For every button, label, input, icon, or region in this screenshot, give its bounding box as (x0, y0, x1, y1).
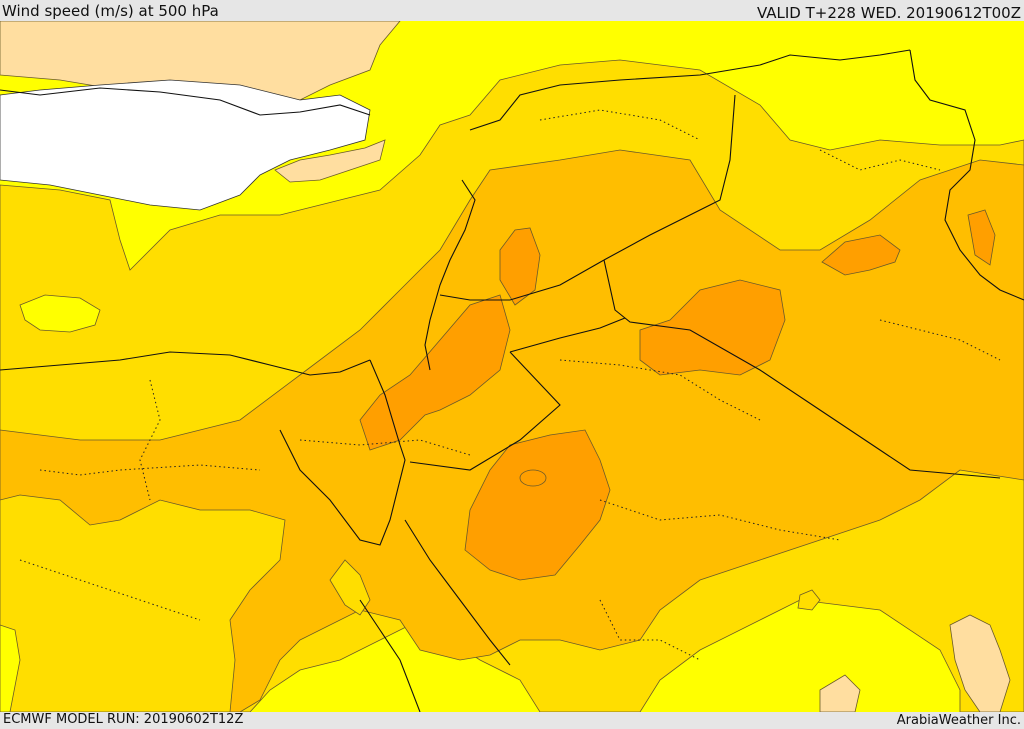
admin-boundary-7 (539, 109, 701, 141)
coastline-north-africa (0, 351, 371, 376)
mediterranean-sea-north (0, 79, 371, 211)
border-turkey-syria (469, 49, 911, 131)
map-title: Wind speed (m/s) at 500 hPa (2, 2, 219, 20)
field-level-2-lower-left (0, 624, 21, 712)
border-jordan-iraq (603, 259, 1001, 479)
field-level-1-southeast-2 (819, 674, 861, 712)
admin-boundary-1 (139, 379, 161, 501)
admin-boundary-10 (19, 559, 201, 621)
credit-text: ArabiaWeather Inc. (896, 713, 1021, 728)
admin-boundary-6 (879, 319, 1001, 361)
map-canvas (0, 21, 1024, 712)
border-red-sea-east (404, 519, 511, 666)
border-egypt-sudan (359, 599, 421, 712)
field-level-5-iraq (821, 234, 901, 276)
header-bar: Wind speed (m/s) at 500 hPa VALID T+228 … (0, 0, 1024, 22)
field-level-5-levant (359, 294, 511, 451)
field-level-3-inner-2 (329, 559, 371, 616)
border-syria-iraq (603, 94, 736, 261)
field-level-5-core (519, 469, 547, 487)
field-level-5-east (639, 279, 786, 376)
coastline-turkey (0, 87, 371, 116)
field-level-1-cyprus (274, 139, 386, 183)
field-level-3-inner-1 (797, 589, 821, 611)
field-level-2-west (19, 294, 101, 333)
wind-speed-map[interactable] (0, 21, 1024, 712)
border-levant-coast (424, 179, 476, 371)
field-level-5-south (464, 429, 611, 581)
border-iran-iraq (909, 49, 1024, 301)
field-level-1-southeast (949, 614, 1011, 712)
border-sinai (279, 359, 406, 546)
admin-boundary-2 (39, 464, 261, 476)
border-syria-jordan (439, 259, 605, 301)
footer-bar: ECMWF MODEL RUN: 20190602T12Z ArabiaWeat… (0, 712, 1024, 729)
valid-time: VALID T+228 WED. 20190612T00Z (756, 4, 1021, 22)
field-level-5-iran (967, 209, 996, 266)
field-level-5-small-1 (499, 227, 541, 306)
admin-boundary-3 (299, 439, 471, 456)
model-run: ECMWF MODEL RUN: 20190602T12Z (3, 712, 244, 727)
border-jordan-saudi (409, 317, 626, 471)
